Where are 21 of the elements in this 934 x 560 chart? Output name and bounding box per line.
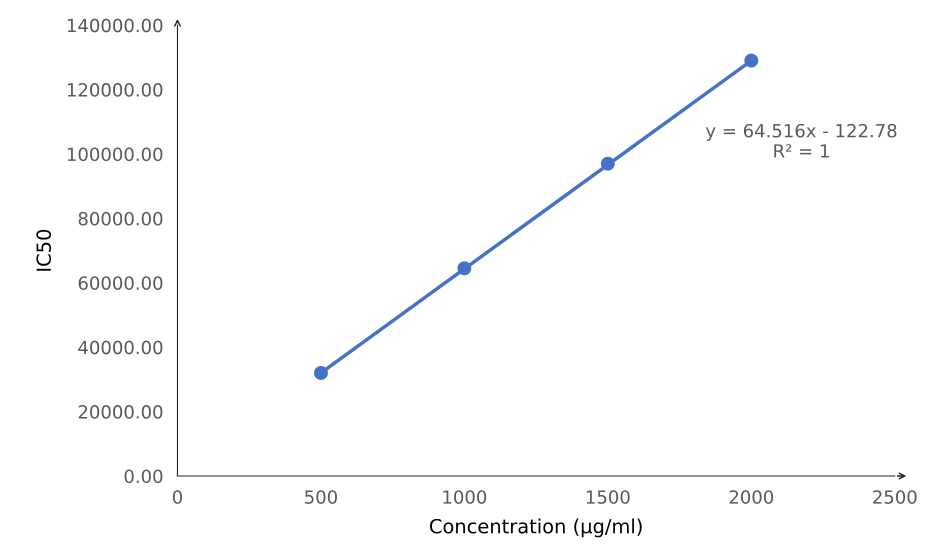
point — [314, 366, 328, 380]
y-tick-label: 20000.00 — [78, 405, 162, 419]
x-tick-label: 1000 — [443, 490, 486, 504]
annotation: y = 64.516x - 122.78 R² = 1 — [706, 124, 896, 158]
y-tick-label: 60000.00 — [78, 276, 162, 290]
point — [744, 54, 758, 68]
x-tick-label: 0 — [172, 490, 182, 504]
x-axis-title: Concentration (µg/ml) — [430, 518, 642, 538]
y-tick-label: 80000.00 — [78, 212, 162, 226]
y-axis-title: IC50 — [36, 230, 52, 271]
x-tick-label: 1500 — [586, 490, 630, 504]
point — [457, 261, 472, 276]
x-tick-label: 500 — [305, 490, 337, 504]
y-tick-label: 0.00 — [124, 469, 162, 484]
y-tick-label: 100000.00 — [68, 147, 162, 162]
x-tick-label: 2500 — [873, 490, 917, 504]
x-tick-label: 2000 — [730, 490, 774, 504]
point — [600, 156, 615, 171]
y-tick-label: 120000.00 — [68, 83, 162, 97]
y-tick-label: 140000.00 — [68, 18, 162, 32]
y-tick-label: 40000.00 — [78, 340, 162, 354]
